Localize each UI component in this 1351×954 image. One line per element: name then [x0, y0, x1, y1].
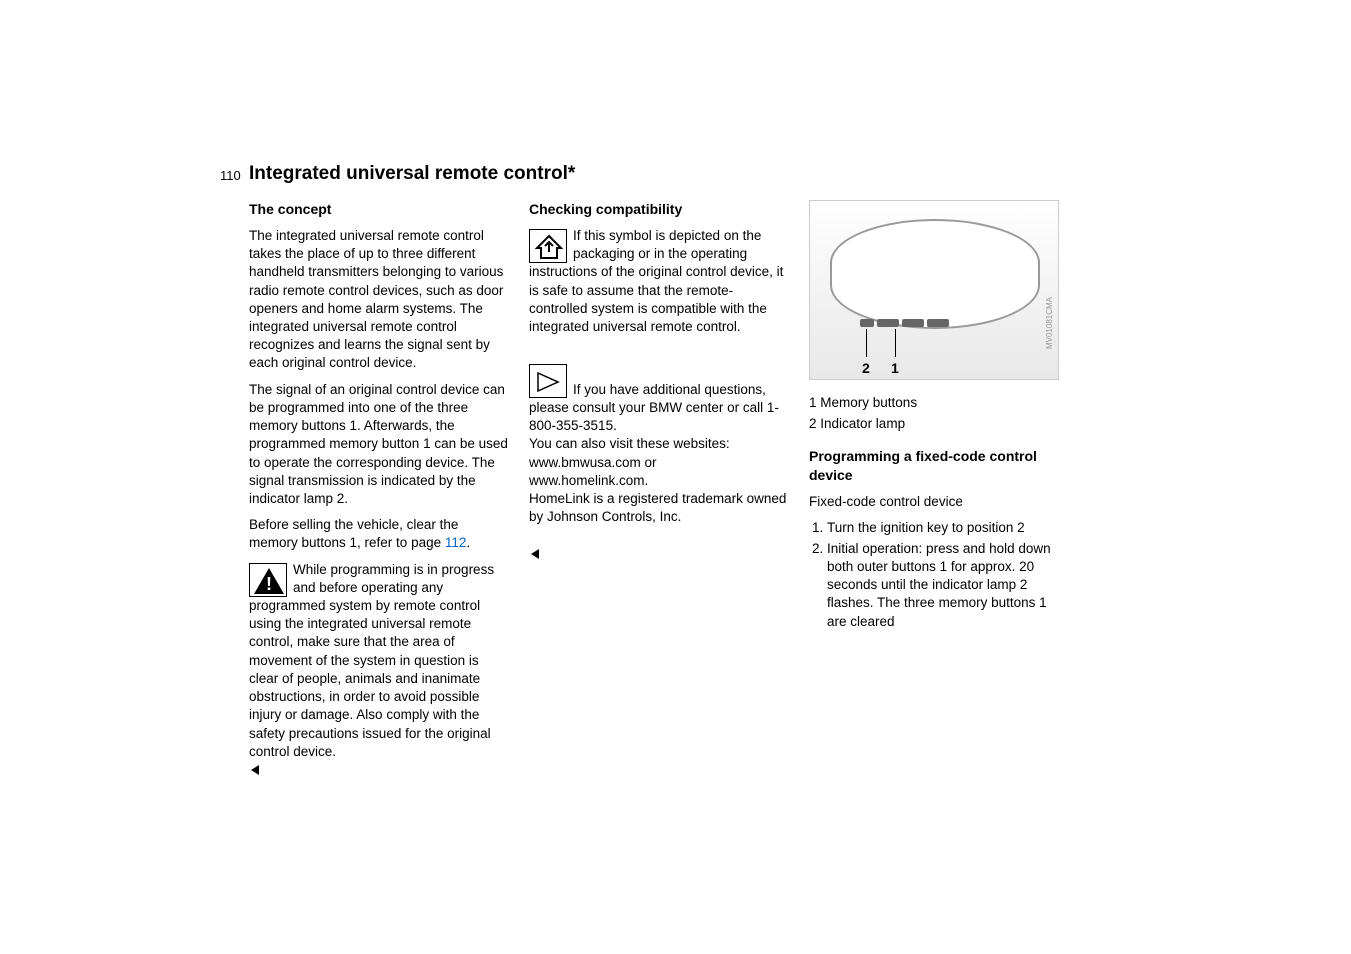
- end-mark-icon: [531, 549, 539, 559]
- page-number: 110: [220, 168, 241, 183]
- diagram-button: [877, 319, 899, 327]
- legend-2-text: Indicator lamp: [820, 416, 905, 431]
- diagram-label-2: 2: [862, 359, 870, 378]
- concept-para-3: Before selling the vehicle, clear the me…: [249, 516, 509, 552]
- label-line-2: [866, 329, 867, 357]
- concept-para-1: The integrated universal remote control …: [249, 227, 509, 373]
- compat-para-2: If you have additional questions, please…: [529, 344, 789, 563]
- page-title: Integrated universal remote control*: [249, 163, 575, 185]
- diagram-button: [927, 319, 949, 327]
- diagram-label-1: 1: [891, 359, 899, 378]
- legend-1: 1 Memory buttons: [809, 394, 1069, 412]
- concept-para-3b: .: [466, 535, 470, 550]
- svg-text:!: !: [266, 574, 272, 594]
- step-1: Turn the ignition key to position 2: [827, 519, 1069, 537]
- concept-para-2: The signal of an original control device…: [249, 381, 509, 509]
- diagram-button: [902, 319, 924, 327]
- legend-1-num: 1: [809, 395, 817, 410]
- page-link-112[interactable]: 112: [445, 535, 467, 550]
- legend-2: 2 Indicator lamp: [809, 415, 1069, 433]
- compat-para-1: If this symbol is depicted on the packag…: [529, 227, 789, 336]
- legend-2-num: 2: [809, 416, 817, 431]
- end-mark-icon: [251, 765, 259, 775]
- compat-text-2: If you have additional questions, please…: [529, 381, 789, 527]
- legend-1-text: Memory buttons: [820, 395, 917, 410]
- programming-steps: Turn the ignition key to position 2 Init…: [809, 519, 1069, 630]
- compat-heading: Checking compatibility: [529, 200, 789, 219]
- concept-heading: The concept: [249, 200, 509, 219]
- warning-text: While programming is in progress and bef…: [249, 561, 509, 761]
- image-code: MV01081CMA: [1045, 297, 1056, 349]
- warning-icon: !: [249, 563, 287, 597]
- concept-para-3a: Before selling the vehicle, clear the me…: [249, 517, 458, 550]
- mirror-diagram: 2 1 MV01081CMA: [809, 200, 1059, 380]
- step-2: Initial operation: press and hold down b…: [827, 540, 1069, 631]
- programming-heading: Programming a fixed-code control device: [809, 447, 1069, 485]
- programming-sub: Fixed-code control device: [809, 493, 1069, 511]
- button-row: [860, 319, 949, 327]
- column-3: 2 1 MV01081CMA 1 Memory buttons 2 Indica…: [809, 200, 1069, 787]
- house-icon: [529, 229, 567, 263]
- mirror-shape: [830, 219, 1040, 329]
- warning-paragraph: ! While programming is in progress and b…: [249, 561, 509, 780]
- column-2: Checking compatibility If this symbol is…: [529, 200, 789, 787]
- diagram-indicator: [860, 319, 874, 327]
- label-line-1: [895, 329, 896, 357]
- content-columns: The concept The integrated universal rem…: [249, 200, 1069, 787]
- compat-text-1: If this symbol is depicted on the packag…: [529, 227, 789, 336]
- column-1: The concept The integrated universal rem…: [249, 200, 509, 787]
- arrow-icon: [529, 364, 567, 398]
